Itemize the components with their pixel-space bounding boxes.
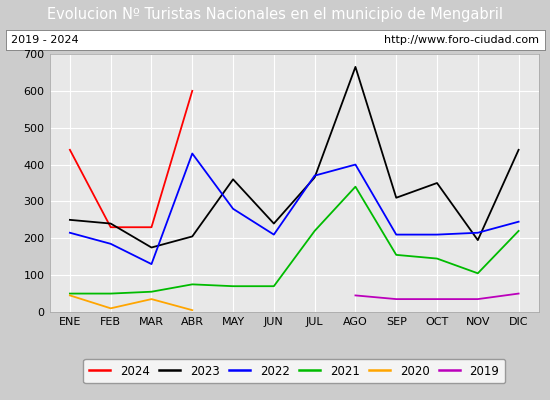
Text: http://www.foro-ciudad.com: http://www.foro-ciudad.com (384, 35, 539, 45)
Text: Evolucion Nº Turistas Nacionales en el municipio de Mengabril: Evolucion Nº Turistas Nacionales en el m… (47, 8, 503, 22)
Legend: 2024, 2023, 2022, 2021, 2020, 2019: 2024, 2023, 2022, 2021, 2020, 2019 (83, 359, 505, 384)
Text: 2019 - 2024: 2019 - 2024 (11, 35, 79, 45)
